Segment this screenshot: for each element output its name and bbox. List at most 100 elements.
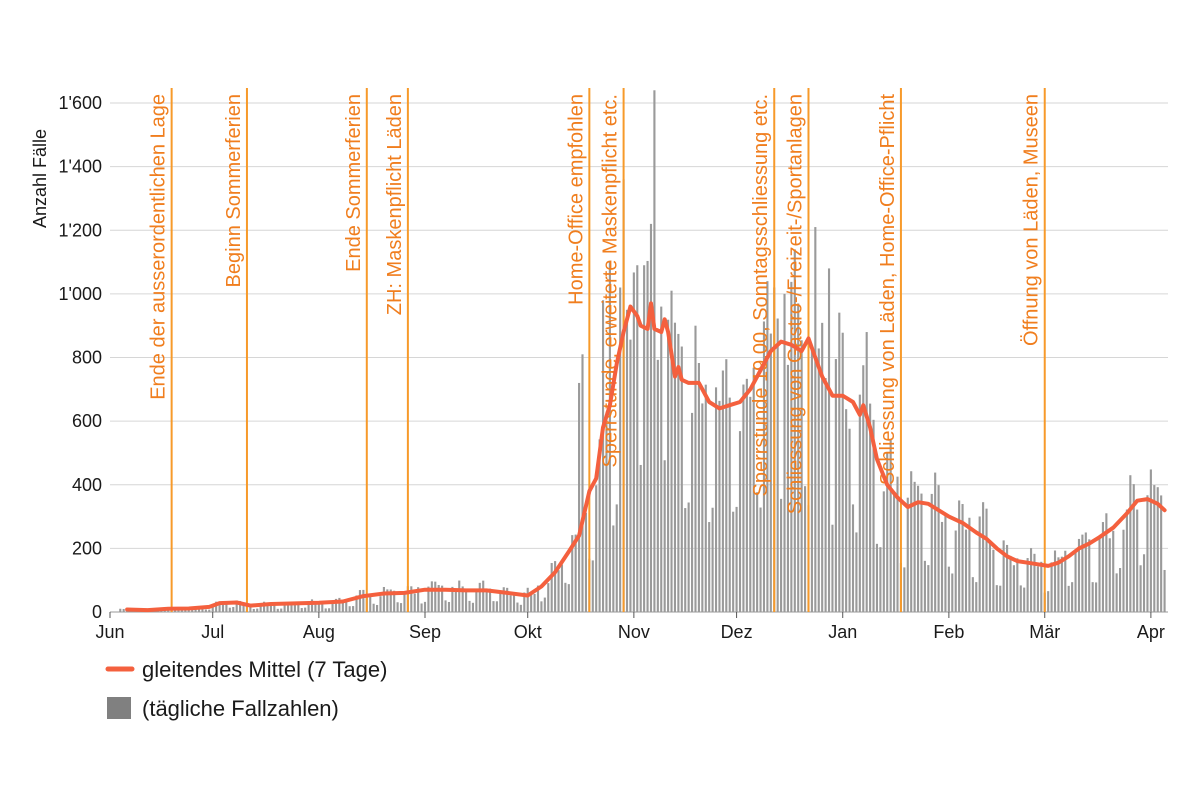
daily-bar — [393, 590, 396, 612]
daily-bar — [1036, 566, 1039, 612]
daily-bar — [389, 589, 392, 612]
daily-bar — [119, 608, 122, 612]
daily-bar — [845, 409, 848, 612]
daily-bar — [502, 587, 505, 612]
daily-bar — [869, 403, 872, 612]
daily-bar — [574, 534, 577, 612]
daily-bar — [673, 322, 677, 612]
daily-bar — [605, 423, 608, 612]
daily-bar — [341, 600, 344, 612]
daily-bar — [475, 588, 478, 612]
x-tick-label: Sep — [409, 622, 441, 642]
daily-bar — [677, 333, 680, 612]
daily-bar — [314, 601, 317, 612]
event-label: Home-Office empfohlen — [565, 94, 587, 305]
event-label: Sperrstunde 19.00, Sonntagsschliessung e… — [750, 94, 772, 496]
daily-bar — [372, 603, 375, 612]
x-tick-label: Okt — [514, 622, 542, 642]
daily-bar — [519, 604, 522, 612]
daily-bar — [1139, 565, 1142, 612]
daily-bar — [937, 485, 940, 612]
daily-bar — [276, 608, 279, 612]
daily-bar — [317, 603, 320, 612]
daily-bar — [1071, 582, 1074, 612]
x-tick-label: Feb — [933, 622, 964, 642]
daily-bar — [667, 319, 670, 612]
daily-bar — [855, 532, 858, 612]
daily-bar — [1112, 530, 1115, 612]
daily-bar — [619, 287, 622, 612]
daily-bar — [728, 397, 731, 612]
gridlines — [110, 102, 1168, 613]
daily-bar — [211, 604, 214, 612]
daily-bar — [680, 346, 683, 612]
event-label: Schliessung von Läden, Home-Office-Pflic… — [877, 94, 899, 485]
event-markers: Ende der ausserordentlichen Lage Beginn S… — [148, 88, 1046, 612]
daily-bar — [403, 591, 406, 612]
daily-bar — [1149, 469, 1152, 612]
daily-bar — [684, 508, 687, 612]
daily-bar — [1163, 569, 1166, 612]
daily-bar — [369, 596, 372, 612]
daily-bar — [423, 601, 427, 612]
y-tick-label: 200 — [72, 538, 102, 558]
daily-bar — [759, 507, 762, 612]
daily-bar — [601, 300, 605, 612]
daily-bar — [197, 607, 201, 612]
daily-bar — [567, 584, 570, 612]
daily-bar — [797, 303, 800, 612]
daily-bar — [1057, 557, 1060, 612]
daily-bar — [1129, 475, 1132, 612]
event-label: ZH: Maskenpflicht Läden — [384, 94, 406, 315]
daily-bar — [1088, 539, 1091, 612]
daily-bar — [923, 560, 926, 612]
daily-bar — [865, 332, 868, 612]
daily-bar — [184, 610, 187, 612]
daily-bar — [999, 585, 1002, 612]
daily-bar — [954, 530, 957, 612]
y-tick-label: 400 — [72, 475, 102, 495]
daily-bar — [701, 403, 704, 612]
daily-bar — [321, 601, 324, 612]
daily-bar — [968, 517, 971, 612]
daily-bar — [670, 290, 673, 612]
x-tick-label: Mär — [1029, 622, 1060, 642]
daily-bar — [417, 587, 420, 612]
daily-bar — [283, 604, 286, 612]
daily-bar — [732, 511, 735, 612]
daily-bar — [920, 493, 923, 612]
daily-bar — [643, 265, 646, 612]
daily-bar — [362, 589, 365, 612]
daily-bar — [204, 609, 207, 612]
daily-bar — [848, 428, 851, 612]
daily-bar — [1067, 585, 1070, 612]
daily-bar — [1033, 553, 1036, 612]
daily-bar — [530, 591, 533, 612]
daily-bar — [1060, 556, 1063, 612]
daily-bar — [1125, 509, 1128, 612]
daily-bar — [122, 608, 125, 612]
daily-bar — [704, 384, 707, 612]
legend-bar-label: (tägliche Fallzahlen) — [142, 696, 339, 721]
daily-bar — [961, 504, 964, 612]
daily-bar — [629, 339, 632, 612]
daily-bar — [769, 333, 772, 612]
daily-bar — [297, 604, 300, 612]
daily-bar — [434, 581, 437, 612]
daily-bar — [437, 585, 440, 612]
daily-bar — [512, 592, 516, 612]
daily-bar — [910, 471, 913, 612]
daily-bar — [776, 318, 779, 612]
daily-bar — [927, 565, 930, 612]
daily-bar — [663, 460, 666, 612]
event-label: Sperrstunde, erweiterte Maskenpflicht et… — [600, 94, 622, 468]
daily-bar — [328, 608, 331, 612]
daily-bar — [571, 535, 574, 612]
daily-bar — [533, 593, 536, 612]
moving-average-line — [125, 301, 1167, 613]
daily-bar — [286, 602, 290, 612]
daily-bar — [1012, 565, 1015, 612]
daily-bar — [215, 601, 218, 612]
daily-bar — [526, 587, 529, 612]
daily-bar — [1122, 529, 1125, 612]
